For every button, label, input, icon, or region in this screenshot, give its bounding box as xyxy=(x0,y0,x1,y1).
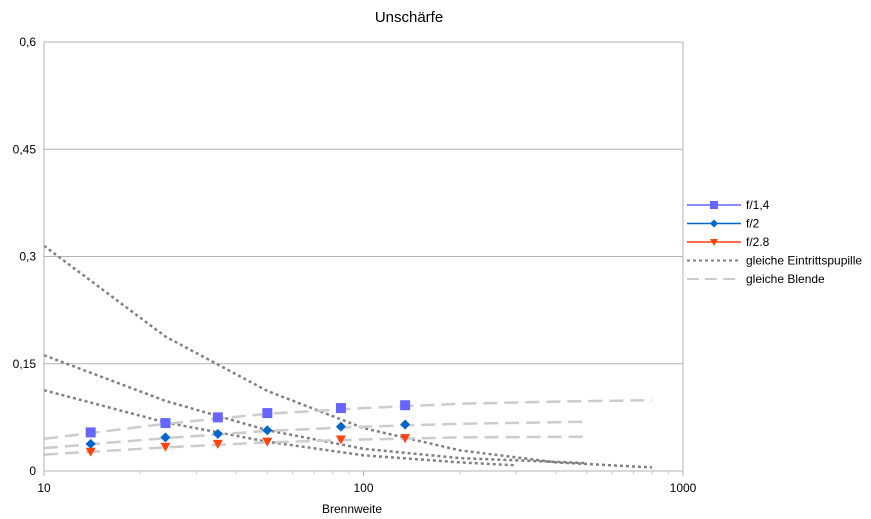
legend-label: f/1,4 xyxy=(746,198,770,212)
legend-label: gleiche Blende xyxy=(746,272,825,286)
data-point xyxy=(262,425,273,436)
gridlines xyxy=(44,41,683,365)
markers xyxy=(85,400,411,457)
curve xyxy=(43,420,587,450)
data-point xyxy=(212,439,223,449)
data-point xyxy=(335,421,346,432)
legend-marker xyxy=(710,239,718,246)
curves xyxy=(43,244,653,469)
data-point xyxy=(160,442,171,452)
x-tick-label: 100 xyxy=(353,481,373,495)
y-tick-label: 0 xyxy=(29,464,36,478)
curve xyxy=(43,244,653,469)
curve xyxy=(43,398,653,441)
data-point xyxy=(160,432,171,443)
data-point xyxy=(85,427,96,438)
curve xyxy=(43,354,587,465)
y-tick-label: 0,15 xyxy=(13,357,37,371)
chart-title: Unschärfe xyxy=(375,9,443,26)
data-point xyxy=(335,435,346,445)
data-point xyxy=(85,447,96,457)
data-point xyxy=(335,403,346,414)
legend-marker xyxy=(710,201,718,209)
curve xyxy=(43,388,516,467)
x-axis-label: Brennweite xyxy=(322,502,382,516)
data-point xyxy=(212,412,223,423)
data-point xyxy=(160,418,171,429)
data-point xyxy=(400,434,411,444)
data-point xyxy=(85,438,96,449)
y-tick-label: 0,3 xyxy=(19,250,36,264)
data-point xyxy=(400,400,411,411)
data-point xyxy=(262,408,273,419)
x-tick-label: 10 xyxy=(37,481,51,495)
data-point xyxy=(262,437,273,447)
legend-label: f/2 xyxy=(746,217,760,231)
data-point xyxy=(400,419,411,430)
axes: 0 0,15 0,3 0,45 0,6 10 100 1000 xyxy=(13,35,697,495)
data-point xyxy=(212,428,223,439)
x-tick-label: 1000 xyxy=(670,481,697,495)
legend: f/1,4 f/2 f/2.8 gleiche Eintrittspupille gle… xyxy=(687,198,862,286)
legend-label: gleiche Eintrittspupille xyxy=(746,254,862,268)
y-tick-label: 0,45 xyxy=(13,142,37,156)
legend-marker xyxy=(710,219,718,228)
legend-label: f/2.8 xyxy=(746,235,770,249)
y-tick-label: 0,6 xyxy=(19,35,36,49)
